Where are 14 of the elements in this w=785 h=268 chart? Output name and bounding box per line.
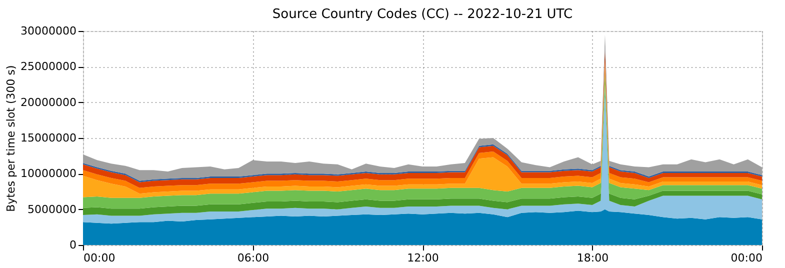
y-tick-label: 0 <box>70 238 76 252</box>
chart-title: Source Country Codes (CC) -- 2022-10-21 UTC <box>272 7 573 22</box>
y-tick-label: 20000000 <box>20 96 76 109</box>
x-tick-label: 12:00 <box>407 252 439 264</box>
x-tick-label: 18:00 <box>576 252 609 264</box>
x-tick-label: 06:00 <box>237 252 270 264</box>
y-tick-label: 15000000 <box>20 132 76 144</box>
y-tick-label: 30000000 <box>20 24 76 38</box>
y-axis-title: Bytes per time slot (300 s) <box>4 65 18 212</box>
x-tick-label: 00:00 <box>84 252 116 264</box>
y-tick-label: 10000000 <box>20 167 76 180</box>
y-tick-label: 25000000 <box>20 60 76 74</box>
y-tick-label: 5000000 <box>28 202 76 216</box>
x-tick-label: 00:00 <box>730 252 762 264</box>
